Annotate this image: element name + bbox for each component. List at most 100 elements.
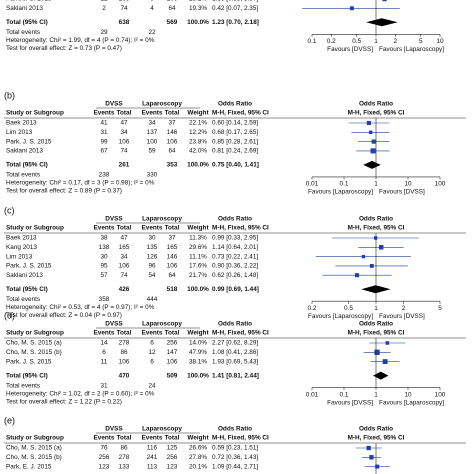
dvss-total: 106 — [119, 358, 130, 365]
odds-ratio: 0.81 [0.24, 2.69] — [212, 148, 258, 155]
odds-ratio: 0.62 [0.26, 1.48] — [212, 272, 258, 279]
study-name: Saklani 2013 — [6, 272, 43, 279]
lap-events: 100 — [147, 138, 158, 145]
dvss-total: 86 — [120, 349, 128, 356]
header: Events — [94, 435, 115, 442]
header: Total — [165, 330, 180, 337]
header: DVSS — [105, 216, 123, 223]
point-estimate — [382, 0, 387, 2]
header: Laparoscopy — [142, 216, 182, 223]
x-tick-label: 0.01 — [306, 391, 319, 398]
study-name: Kang 2013 — [6, 244, 37, 251]
header: Events — [142, 435, 163, 442]
events-dvss: 238 — [99, 172, 110, 179]
weight: 12.2% — [189, 129, 207, 136]
odds-ratio: 0.99 [0.33, 2.95] — [212, 235, 258, 242]
point-estimate — [354, 273, 360, 278]
lap-total: 147 — [167, 349, 178, 356]
dvss-events: 31 — [100, 129, 108, 136]
header: Study or Subgroup — [6, 225, 64, 232]
weight: 38.1% — [189, 358, 207, 365]
total-dvss: 261 — [119, 162, 130, 169]
header: Weight — [187, 225, 209, 232]
events-lap: 444 — [147, 296, 158, 303]
odds-ratio: 0.42 [0.07, 2.35] — [212, 5, 258, 12]
study-name: Park, E. J. 2015 — [6, 463, 52, 470]
header: Odds Ratio — [218, 321, 252, 328]
events-lap: 24 — [148, 382, 156, 389]
weight: 23.8% — [189, 138, 207, 145]
point-estimate — [370, 148, 376, 154]
dvss-events: 67 — [100, 148, 108, 155]
favours-left: Favours [DVSS] — [327, 46, 373, 53]
lap-events: 9 — [150, 0, 154, 3]
dvss-events: 256 — [99, 454, 110, 461]
weight: 11.3% — [189, 235, 207, 242]
dvss-total: 106 — [119, 138, 130, 145]
heterogeneity: Heterogeneity: Chi² = 0.53, df = 4 (P = … — [6, 304, 155, 311]
point-estimate — [369, 455, 374, 460]
dvss-total: 47 — [120, 235, 128, 242]
total-lap: 509 — [167, 372, 178, 379]
x-tick-label: 0.2 — [308, 305, 317, 312]
panel-label: (e) — [4, 415, 15, 425]
dvss-events: 2 — [102, 5, 106, 12]
lap-total: 64 — [168, 272, 176, 279]
summary-diamond — [363, 160, 381, 169]
x-tick-label: 0.1 — [308, 38, 317, 45]
header: M-H, Fixed, 95% CI — [212, 110, 269, 117]
events-label: Total events — [6, 29, 40, 36]
total-label: Total (95% CI) — [6, 19, 48, 26]
weight: 29.6% — [189, 244, 207, 251]
weight: 27.8% — [189, 454, 207, 461]
dvss-events: 11 — [101, 358, 108, 365]
header: Total — [165, 435, 180, 442]
x-tick-label: 0.2 — [327, 38, 336, 45]
point-estimate — [382, 359, 388, 365]
total-label: Total (95% CI) — [6, 162, 48, 169]
header: Events — [142, 225, 163, 232]
lap-total: 64 — [168, 5, 176, 12]
total-dvss: 426 — [119, 286, 130, 293]
header: Odds Ratio — [218, 216, 252, 223]
lap-total: 37 — [168, 120, 176, 127]
lap-total: 106 — [167, 358, 178, 365]
dvss-total: 47 — [120, 120, 128, 127]
total-weight: 100.0% — [187, 286, 209, 293]
x-tick-label: 2 — [393, 38, 397, 45]
total-dvss: 638 — [119, 19, 130, 26]
lap-events: 96 — [148, 263, 156, 270]
overall-effect: Test for overall effect: Z = 1.22 (P = 0… — [6, 398, 122, 405]
favours-right: Favours [Laparoscopy] — [379, 399, 444, 406]
weight: 19.3% — [189, 5, 207, 12]
dvss-events: 30 — [100, 253, 108, 260]
dvss-events: 95 — [100, 263, 108, 270]
dvss-total: 74 — [120, 272, 128, 279]
x-tick-label: 10 — [404, 391, 412, 398]
x-tick-label: 1 — [374, 391, 378, 398]
dvss-total: 74 — [120, 148, 128, 155]
header: Study or Subgroup — [6, 330, 64, 337]
odds-ratio: 0.73 [0.22, 2.41] — [212, 253, 258, 260]
odds-ratio: 0.90 [0.36, 2.22] — [212, 263, 258, 270]
total-or: 0.75 [0.40, 1.41] — [212, 162, 259, 169]
overall-effect: Test for overall effect: Z = 0.73 (P = 0… — [6, 45, 122, 52]
odds-ratio: 1.08 [0.41, 2.86] — [212, 349, 258, 356]
events-dvss: 31 — [100, 382, 108, 389]
header: Study or Subgroup — [6, 110, 64, 117]
weight: 28.2% — [189, 0, 207, 3]
favours-right: Favours [Laparoscopy] — [379, 46, 444, 53]
dvss-events: 99 — [100, 138, 108, 145]
header: Events — [94, 330, 115, 337]
point-estimate — [385, 341, 390, 345]
lap-total: 256 — [167, 340, 178, 347]
total-lap: 569 — [167, 19, 178, 26]
weight: 14.0% — [189, 340, 207, 347]
header: M-H, Fixed, 95% CI — [212, 435, 269, 442]
odds-ratio: 1.36 [0.55, 3.37] — [212, 0, 258, 3]
header: Weight — [187, 435, 209, 442]
x-tick-label: 100 — [435, 181, 446, 188]
dvss-events: 41 — [100, 120, 108, 127]
header: M-H, Fixed, 95% CI — [212, 225, 269, 232]
events-lap: 22 — [148, 29, 156, 36]
